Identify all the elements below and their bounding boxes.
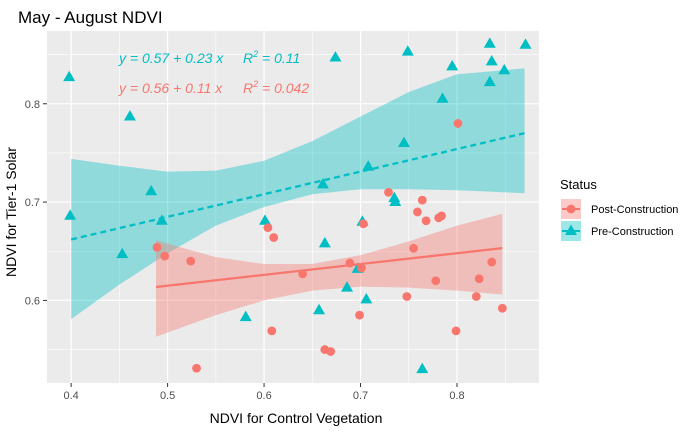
data-point-circle xyxy=(417,195,427,205)
y-axis-title: NDVI for Tier-1 Solar xyxy=(3,147,19,277)
x-tick-label: 0.5 xyxy=(160,390,175,402)
data-point-circle xyxy=(474,274,484,284)
data-point-circle xyxy=(402,292,412,301)
data-point-circle xyxy=(326,347,336,356)
data-point-triangle xyxy=(401,45,414,56)
data-point-triangle xyxy=(316,177,329,189)
data-point-circle xyxy=(359,219,368,229)
data-point-triangle xyxy=(397,136,410,148)
data-point-triangle xyxy=(483,37,496,48)
fit-line xyxy=(155,246,503,289)
data-point-circle xyxy=(451,326,461,336)
x-tick-label: 0.7 xyxy=(353,390,368,402)
data-point-triangle xyxy=(416,362,429,374)
x-tick-label: 0.4 xyxy=(63,390,78,402)
data-point-circle xyxy=(269,233,279,242)
data-point-circle xyxy=(160,251,170,261)
data-point-triangle xyxy=(64,209,77,220)
y-axis: 0.6 0.7 0.8 xyxy=(25,99,47,307)
data-point-triangle xyxy=(239,310,252,322)
legend-key-triangle xyxy=(565,224,577,235)
data-point-circle xyxy=(431,276,441,286)
data-point-circle xyxy=(497,303,507,313)
data-point-circle xyxy=(453,119,463,128)
data-point-triangle xyxy=(360,292,373,304)
regression-annotation: y = 0.56 + 0.11 x R2 = 0.042 xyxy=(118,79,309,96)
regression-annotation: y = 0.57 + 0.23 x R2 = 0.11 xyxy=(118,49,300,66)
y-tick-label: 0.8 xyxy=(25,99,40,111)
data-point-triangle xyxy=(436,92,449,103)
data-point-triangle xyxy=(123,110,136,121)
legend-title: Status xyxy=(560,177,597,192)
data-point-circle xyxy=(471,292,481,301)
x-tick-label: 0.6 xyxy=(256,390,271,402)
data-point-triangle xyxy=(485,55,498,66)
data-point-circle xyxy=(357,263,366,273)
data-point-circle xyxy=(413,207,422,217)
x-axis: 0.4 0.5 0.6 0.7 0.8 xyxy=(63,383,465,402)
x-axis-title: NDVI for Control Vegetation xyxy=(210,410,383,426)
data-point-circle xyxy=(437,211,446,221)
y-tick-label: 0.7 xyxy=(25,197,40,209)
data-point-circle xyxy=(421,216,431,226)
regression-annotations: y = 0.57 + 0.23 x R2 = 0.11 y = 0.56 + 0.1… xyxy=(118,49,309,96)
x-tick-label: 0.8 xyxy=(449,390,464,402)
fit-line xyxy=(70,132,525,241)
legend: Status Post-Construction Pre-Construction xyxy=(560,177,678,241)
data-point-circle xyxy=(355,310,364,320)
confidence-band xyxy=(71,68,525,320)
fit-lines xyxy=(70,132,525,289)
legend-key-circle xyxy=(566,204,576,214)
legend-label: Post-Construction xyxy=(591,204,678,216)
data-point-triangle xyxy=(389,195,402,207)
data-point-circle xyxy=(487,257,497,267)
grid-major xyxy=(47,31,539,383)
data-point-triangle xyxy=(145,184,158,196)
data-points xyxy=(63,37,532,374)
data-point-triangle xyxy=(498,63,511,75)
data-point-triangle xyxy=(63,70,76,82)
data-point-triangle xyxy=(446,59,459,71)
data-point-triangle xyxy=(313,303,326,315)
data-point-triangle xyxy=(259,214,272,225)
data-point-circle xyxy=(384,187,393,197)
data-point-circle xyxy=(409,243,418,253)
data-point-circle xyxy=(192,363,201,373)
data-point-triangle xyxy=(362,160,375,171)
legend-label: Pre-Construction xyxy=(591,226,674,238)
data-point-triangle xyxy=(341,281,354,292)
data-point-triangle xyxy=(329,51,342,62)
data-point-circle xyxy=(152,242,162,252)
data-point-circle xyxy=(263,223,273,233)
data-point-circle xyxy=(267,326,277,336)
data-point-triangle xyxy=(318,236,331,248)
data-point-circle xyxy=(186,256,196,266)
data-point-triangle xyxy=(483,75,496,87)
y-tick-label: 0.6 xyxy=(25,295,40,307)
chart-title: May - August NDVI xyxy=(18,8,163,27)
data-point-triangle xyxy=(155,214,168,225)
data-point-triangle xyxy=(519,38,532,49)
data-point-triangle xyxy=(116,247,129,259)
